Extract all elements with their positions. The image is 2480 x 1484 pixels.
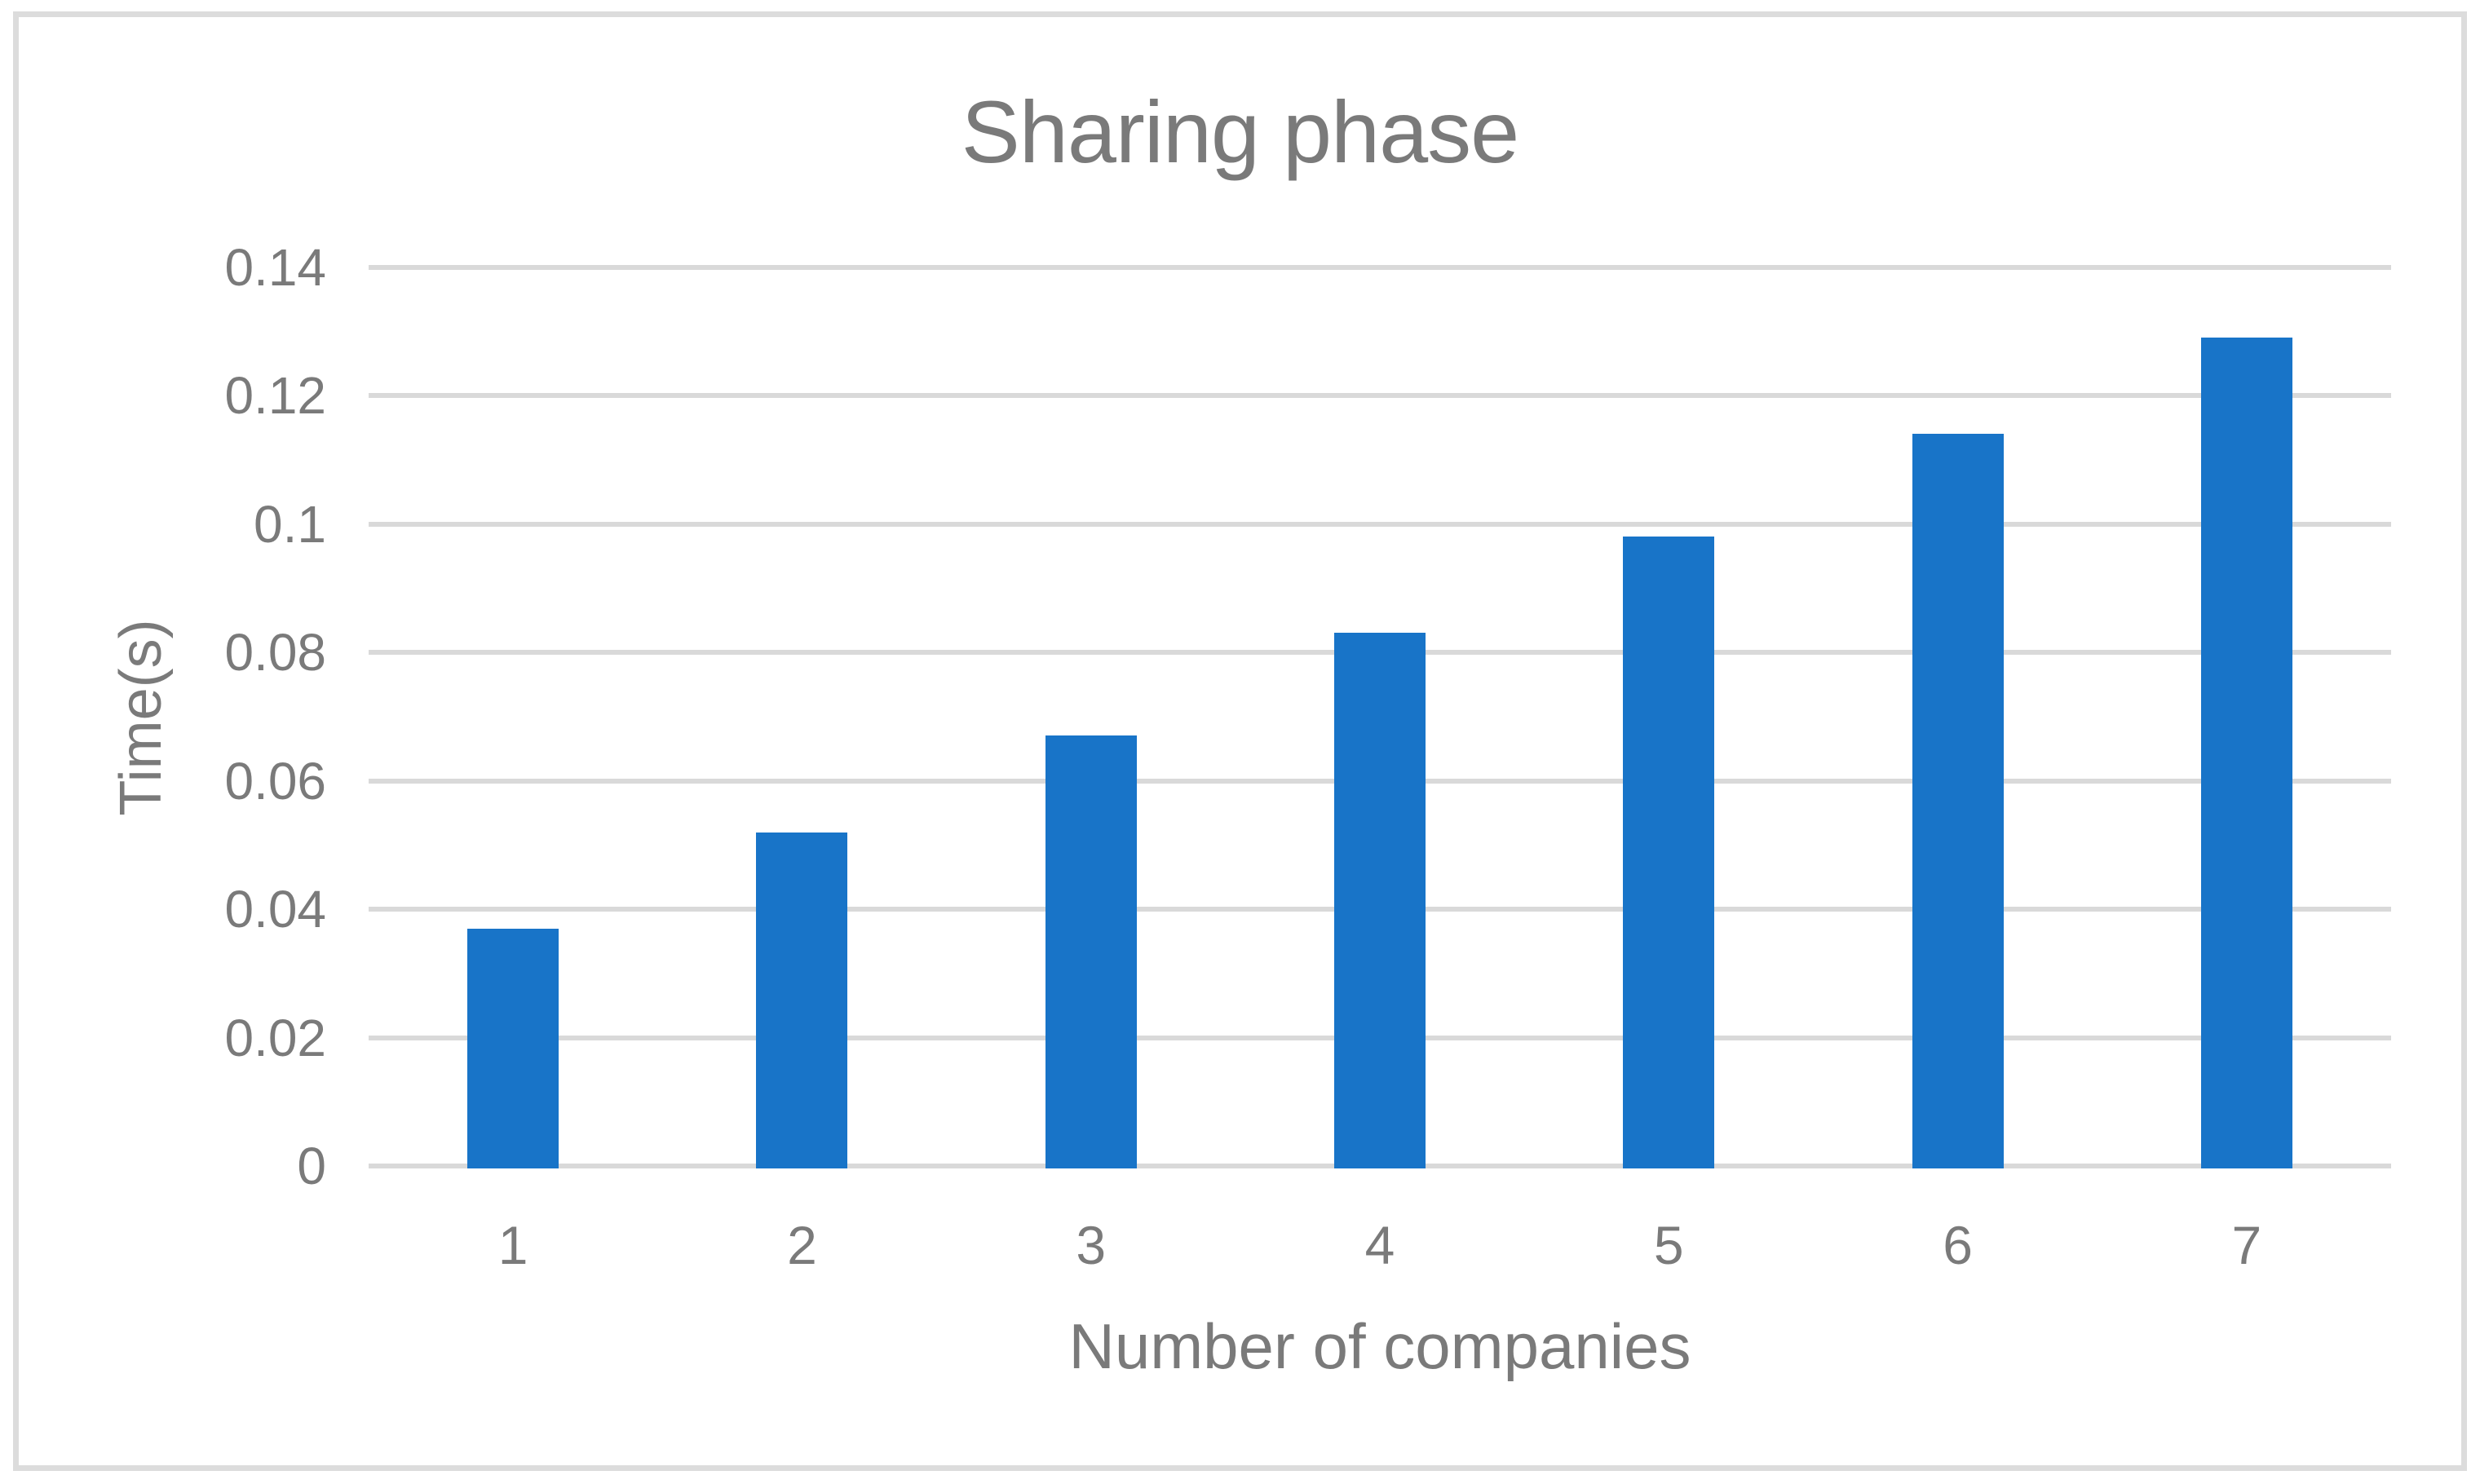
bar-companies-5 [1623,537,1715,1168]
chart-title: Sharing phase [961,82,1520,181]
figure-border [13,11,2467,1471]
y-tick-label: 0.08 [224,623,326,682]
y-axis-title: Time(s) [108,619,174,816]
y-tick-label: 0 [297,1137,326,1195]
gridline [369,521,2391,527]
bar-companies-1 [467,928,559,1168]
y-tick-label: 0.14 [224,237,326,297]
bar-companies-2 [756,832,848,1168]
x-tick-label: 7 [2231,1215,2262,1275]
gridline [369,393,2391,398]
y-tick-label: 0.06 [224,751,326,810]
y-tick-label: 0.04 [224,880,326,939]
gridline [369,264,2391,270]
bar-companies-3 [1045,735,1137,1168]
x-tick-label: 4 [1364,1215,1395,1275]
bar-companies-6 [1912,434,2004,1168]
y-tick-label: 0.02 [224,1008,326,1067]
x-tick-label: 6 [1943,1215,1973,1275]
x-tick-label: 1 [497,1215,528,1275]
x-tick-label: 2 [787,1215,817,1275]
bar-companies-7 [2200,338,2292,1168]
x-axis-title: Number of companies [1068,1310,1691,1382]
x-tick-label: 3 [1076,1215,1107,1275]
y-tick-label: 0.12 [224,366,326,425]
x-tick-label: 5 [1653,1215,1684,1275]
bar-companies-4 [1334,633,1426,1168]
y-tick-label: 0.1 [254,494,326,554]
